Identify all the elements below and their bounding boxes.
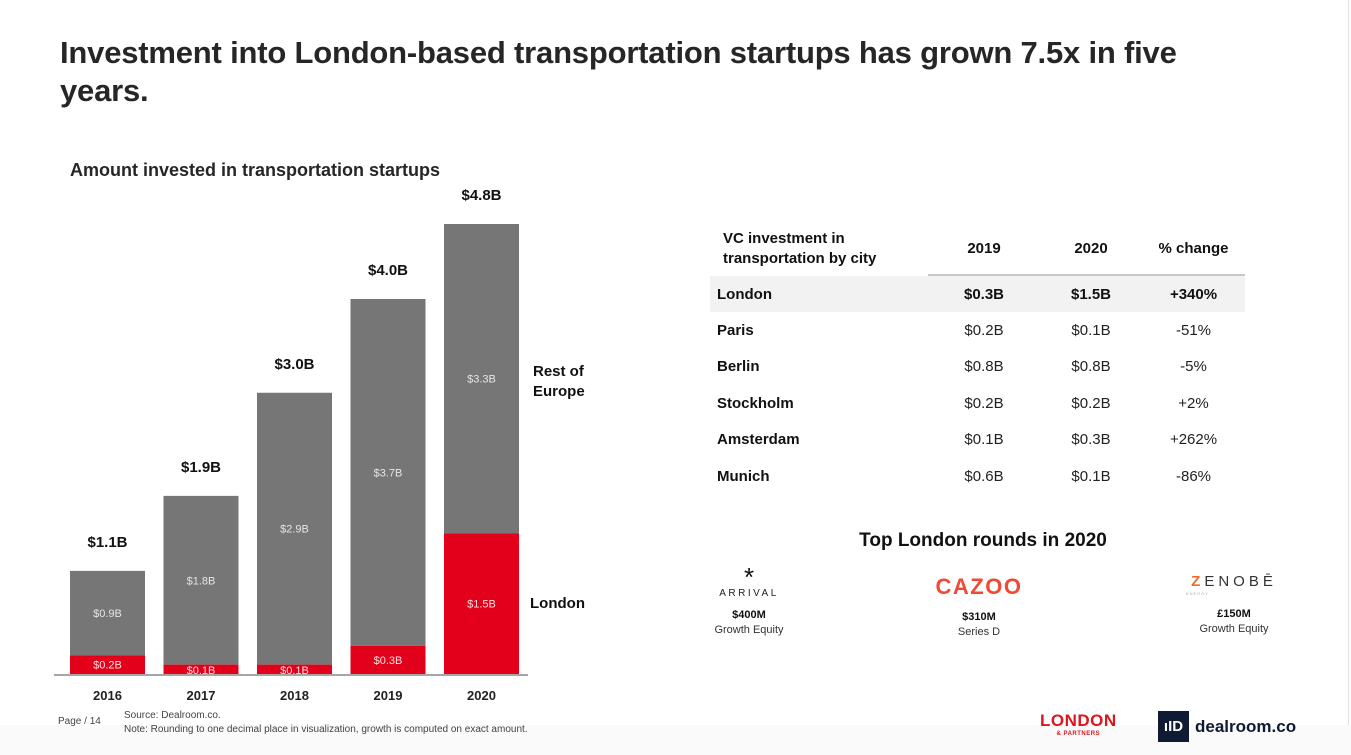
value-2019-cell: $0.3B bbox=[928, 276, 1040, 313]
bar-london-2019 bbox=[350, 645, 426, 674]
data-label-rest-of-europe-2019: $3.7B bbox=[374, 467, 403, 479]
bar-london-2017 bbox=[163, 664, 239, 674]
data-label-london-2020: $1.5B bbox=[467, 599, 496, 611]
round-cazoo: CAZOO $310M Series D bbox=[929, 574, 1029, 640]
bar-london-2020 bbox=[444, 533, 519, 674]
zenobe-logo-text: ENOBĒ bbox=[1204, 573, 1277, 590]
value-2020-cell: $0.3B bbox=[1071, 431, 1111, 449]
london-partners-logo: LONDON & PARTNERS bbox=[1040, 712, 1117, 738]
data-label-total-2019: $4.0B bbox=[368, 262, 408, 279]
london-partners-logo-sub: & PARTNERS bbox=[1056, 731, 1101, 737]
city-cell: Amsterdam bbox=[717, 431, 800, 449]
footer-band bbox=[0, 725, 1351, 755]
value-2019-cell: $0.2B bbox=[964, 394, 1004, 412]
value-2020-cell: $0.8B bbox=[1071, 358, 1111, 376]
value-2020-cell: $0.2B bbox=[1071, 394, 1111, 412]
london-partners-logo-main: LONDON bbox=[1040, 711, 1117, 730]
data-label-london-2016: $0.2B bbox=[93, 660, 122, 672]
bar-london-2016 bbox=[70, 655, 145, 674]
value-2019-cell: $0.6B bbox=[964, 467, 1004, 485]
bar-rest-of-europe-2016 bbox=[70, 570, 145, 656]
change-cell: -51% bbox=[1175, 322, 1212, 340]
city-cell: Berlin bbox=[717, 358, 760, 376]
data-label-rest-of-europe-2017: $1.8B bbox=[187, 575, 216, 587]
dealroom-logo-text: dealroom.co bbox=[1195, 716, 1297, 736]
vc-investment-table: VC investment in transportation by city … bbox=[710, 222, 1245, 494]
table-row: Stockholm $0.2B $0.2B +2% bbox=[710, 385, 1245, 421]
header-city: VC investment in transportation by city bbox=[723, 229, 877, 267]
cazoo-logo: CAZOO bbox=[935, 574, 1023, 599]
round-stage: Growth Equity bbox=[714, 624, 784, 636]
arrival-asterisk-icon: * bbox=[743, 562, 755, 592]
bar-rest-of-europe-2017 bbox=[163, 495, 239, 665]
data-label-london-2019: $0.3B bbox=[374, 655, 403, 667]
dealroom-mark-icon: ıID bbox=[1158, 711, 1189, 742]
table-row: Berlin $0.8B $0.8B -5% bbox=[710, 349, 1245, 385]
table-row: Munich $0.6B $0.1B -86% bbox=[710, 458, 1245, 494]
table-row: Paris $0.2B $0.1B -51% bbox=[710, 312, 1245, 348]
legend-rest-of-europe: Rest of Europe bbox=[533, 363, 585, 400]
city-cell: Stockholm bbox=[717, 394, 794, 412]
data-label-total-2017: $1.9B bbox=[181, 459, 221, 476]
city-cell: London bbox=[710, 276, 928, 313]
zenobe-logo: ZENOBĒ bbox=[1191, 573, 1277, 590]
value-2020-cell: $1.5B bbox=[1040, 276, 1142, 313]
rounding-note: Note: Rounding to one decimal place in v… bbox=[124, 724, 528, 735]
x-tick-label-2020: 2020 bbox=[467, 688, 496, 703]
table-row: Amsterdam $0.1B $0.3B +262% bbox=[710, 422, 1245, 458]
round-stage: Growth Equity bbox=[1199, 623, 1269, 635]
change-cell: +340% bbox=[1142, 276, 1245, 313]
legend-london: London bbox=[530, 595, 585, 612]
source-note: Source: Dealroom.co. bbox=[124, 710, 221, 721]
data-label-total-2016: $1.1B bbox=[87, 534, 127, 551]
x-tick-label-2016: 2016 bbox=[93, 688, 122, 703]
stacked-bar-chart: $0.9B$0.2B$1.1B2016$1.8B$0.1B$1.9B2017$2… bbox=[54, 187, 528, 703]
value-2019-cell: $0.8B bbox=[964, 358, 1004, 376]
data-label-rest-of-europe-2016: $0.9B bbox=[93, 608, 122, 620]
bar-rest-of-europe-2018 bbox=[257, 392, 332, 665]
value-2019-cell: $0.2B bbox=[964, 322, 1004, 340]
table-row: London $0.3B $1.5B +340% bbox=[710, 276, 1245, 313]
table-header-row: VC investment in transportation by city … bbox=[710, 222, 1245, 275]
round-amount: £150M bbox=[1217, 608, 1251, 620]
top-rounds-title: Top London rounds in 2020 bbox=[859, 530, 1107, 551]
data-label-total-2020: $4.8B bbox=[461, 187, 501, 204]
value-2020-cell: $0.1B bbox=[1071, 467, 1111, 485]
x-tick-label-2018: 2018 bbox=[280, 688, 309, 703]
round-arrival: * ARRIVAL $400M Growth Equity bbox=[700, 562, 798, 638]
value-2019-cell: $0.1B bbox=[964, 431, 1004, 449]
city-cell: Munich bbox=[717, 467, 770, 485]
change-cell: +2% bbox=[1178, 394, 1209, 412]
x-tick-label-2019: 2019 bbox=[374, 688, 403, 703]
dealroom-logo: ıID dealroom.co bbox=[1158, 711, 1296, 742]
header-change: % change bbox=[1158, 239, 1229, 257]
x-tick-label-2017: 2017 bbox=[187, 688, 216, 703]
data-label-rest-of-europe-2020: $3.3B bbox=[467, 374, 496, 386]
page-title: Investment into London-based transportat… bbox=[60, 35, 1177, 108]
bar-rest-of-europe-2019 bbox=[350, 299, 426, 646]
change-cell: -5% bbox=[1180, 358, 1207, 376]
data-label-rest-of-europe-2018: $2.9B bbox=[280, 524, 309, 536]
value-2020-cell: $0.1B bbox=[1071, 322, 1111, 340]
page-edge bbox=[1348, 0, 1349, 755]
round-amount: $400M bbox=[732, 609, 766, 621]
data-label-total-2018: $3.0B bbox=[274, 356, 314, 373]
round-stage: Series D bbox=[957, 626, 1001, 638]
round-zenobe: ZENOBĒ ENERGY £150M Growth Equity bbox=[1184, 573, 1284, 637]
city-cell: Paris bbox=[717, 322, 754, 340]
bar-rest-of-europe-2020 bbox=[444, 224, 519, 534]
round-amount: $310M bbox=[962, 611, 996, 623]
zenobe-logo-sub: ENERGY bbox=[1186, 591, 1209, 596]
header-2019: 2019 bbox=[967, 239, 1001, 257]
chart-title: Amount invested in transportation startu… bbox=[70, 160, 441, 180]
header-2020: 2020 bbox=[1074, 239, 1108, 257]
arrival-logo: ARRIVAL bbox=[719, 588, 779, 599]
page-number: Page / 14 bbox=[58, 716, 101, 727]
bar-london-2018 bbox=[257, 664, 332, 674]
change-cell: +262% bbox=[1169, 431, 1218, 449]
change-cell: -86% bbox=[1175, 467, 1212, 485]
